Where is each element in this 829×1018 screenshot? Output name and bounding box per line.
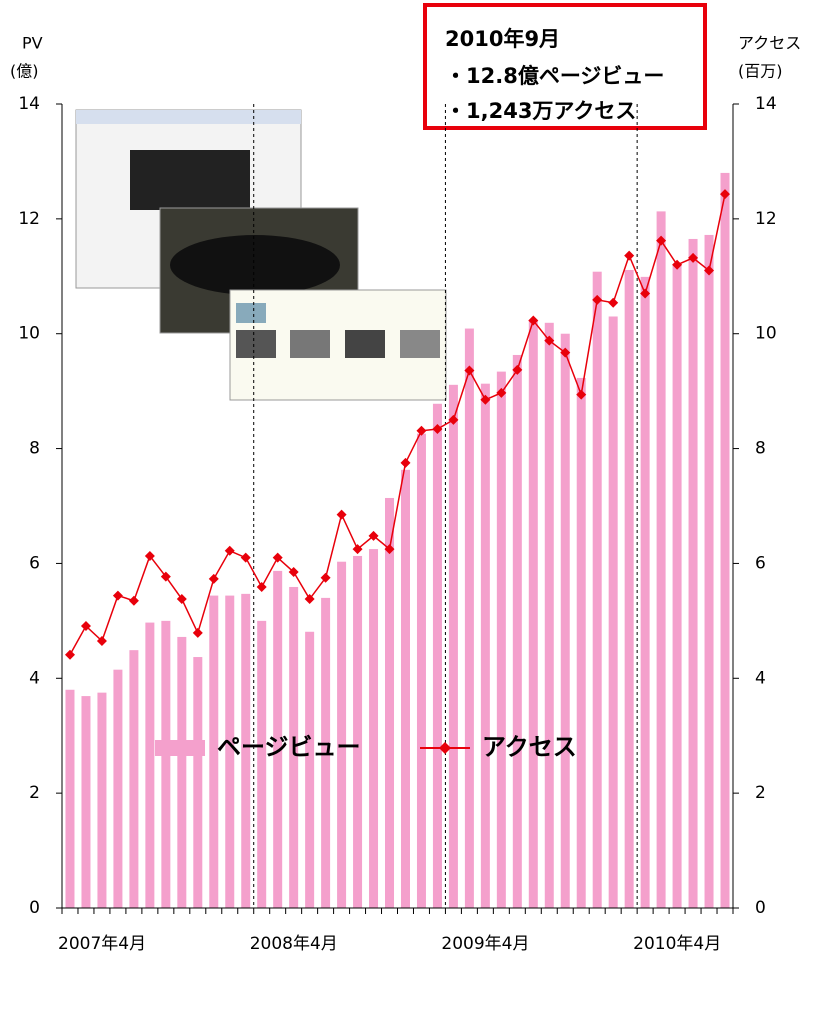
bar bbox=[577, 378, 586, 908]
bar bbox=[257, 621, 266, 908]
y2-axis-title: (百万) bbox=[738, 62, 783, 81]
y-tick-label: 6 bbox=[29, 553, 40, 573]
legend-swatch bbox=[155, 740, 205, 756]
bar bbox=[721, 173, 730, 908]
bar bbox=[97, 693, 106, 908]
marker bbox=[225, 546, 235, 556]
bar bbox=[545, 323, 554, 908]
bar bbox=[433, 404, 442, 908]
marker bbox=[129, 596, 139, 606]
bar bbox=[529, 320, 538, 908]
bar bbox=[385, 498, 394, 908]
screenshot-photo bbox=[236, 330, 276, 358]
marker bbox=[257, 582, 267, 592]
marker bbox=[608, 298, 618, 308]
screenshot-bar bbox=[76, 110, 301, 124]
bar bbox=[161, 621, 170, 908]
bar bbox=[177, 637, 186, 908]
page: PV (億) アクセス (百万) 2010年9月 ・12.8億ページビュー ・1… bbox=[0, 0, 829, 1018]
annotation: 2010年9月 bbox=[445, 27, 560, 51]
chart: PV (億) アクセス (百万) 2010年9月 ・12.8億ページビュー ・1… bbox=[0, 0, 829, 1018]
marker bbox=[177, 594, 187, 604]
y-tick-label: 12 bbox=[18, 209, 40, 229]
screenshot-photo bbox=[290, 330, 330, 358]
y2-tick-label: 8 bbox=[755, 439, 766, 459]
y2-tick-label: 12 bbox=[755, 209, 777, 229]
y-axis-title: PV bbox=[22, 34, 43, 53]
y-tick-label: 8 bbox=[29, 439, 40, 459]
bar bbox=[513, 355, 522, 908]
marker bbox=[624, 251, 634, 261]
x-tick-label: 2010年4月 bbox=[633, 934, 721, 954]
y-tick-label: 4 bbox=[29, 668, 40, 688]
bar bbox=[641, 277, 650, 908]
x-tick-label: 2008年4月 bbox=[250, 934, 338, 954]
marker bbox=[337, 510, 347, 520]
bar bbox=[497, 372, 506, 908]
screenshot-photo bbox=[400, 330, 440, 358]
marker bbox=[241, 553, 251, 563]
bar bbox=[129, 650, 138, 908]
bar bbox=[689, 239, 698, 908]
y2-tick-label: 2 bbox=[755, 783, 766, 803]
screenshot-photo bbox=[236, 303, 266, 323]
marker bbox=[65, 650, 75, 660]
bar bbox=[369, 549, 378, 908]
marker bbox=[113, 591, 123, 601]
y-axis-title: (億) bbox=[10, 62, 39, 81]
bar bbox=[609, 316, 618, 908]
marker bbox=[400, 458, 410, 468]
screenshots bbox=[76, 110, 446, 400]
screenshot-photo bbox=[170, 235, 340, 295]
bar bbox=[193, 657, 202, 908]
bar bbox=[657, 211, 666, 908]
bar bbox=[81, 696, 90, 908]
bar bbox=[449, 385, 458, 908]
annotation: ・12.8億ページビュー bbox=[445, 64, 664, 88]
bar bbox=[481, 384, 490, 908]
bar bbox=[593, 272, 602, 908]
y-tick-label: 10 bbox=[18, 324, 40, 344]
screenshot-photo bbox=[345, 330, 385, 358]
y2-tick-label: 6 bbox=[755, 553, 766, 573]
marker bbox=[209, 574, 219, 584]
bar bbox=[673, 265, 682, 908]
legend-label: ページビュー bbox=[217, 733, 361, 761]
bar bbox=[145, 623, 154, 908]
bar bbox=[401, 470, 410, 908]
bar bbox=[113, 670, 122, 908]
x-tick-label: 2009年4月 bbox=[441, 934, 529, 954]
annotation: ・1,243万アクセス bbox=[445, 99, 636, 123]
y2-tick-label: 10 bbox=[755, 324, 777, 344]
screenshot-photo bbox=[130, 150, 250, 210]
y2-tick-label: 0 bbox=[755, 898, 766, 918]
bar bbox=[465, 329, 474, 908]
y-tick-label: 2 bbox=[29, 783, 40, 803]
legend-label: アクセス bbox=[482, 733, 577, 761]
bar bbox=[561, 334, 570, 908]
y-tick-label: 14 bbox=[18, 94, 40, 114]
marker bbox=[193, 628, 203, 638]
bar bbox=[625, 270, 634, 908]
bar bbox=[65, 690, 74, 908]
y2-tick-label: 4 bbox=[755, 668, 766, 688]
bar bbox=[305, 632, 314, 908]
y2-tick-label: 14 bbox=[755, 94, 777, 114]
x-tick-label: 2007年4月 bbox=[58, 934, 146, 954]
bar bbox=[417, 434, 426, 908]
y-tick-label: 0 bbox=[29, 898, 40, 918]
y2-axis-title: アクセス bbox=[738, 34, 801, 53]
bar bbox=[353, 556, 362, 908]
bar bbox=[705, 235, 714, 908]
